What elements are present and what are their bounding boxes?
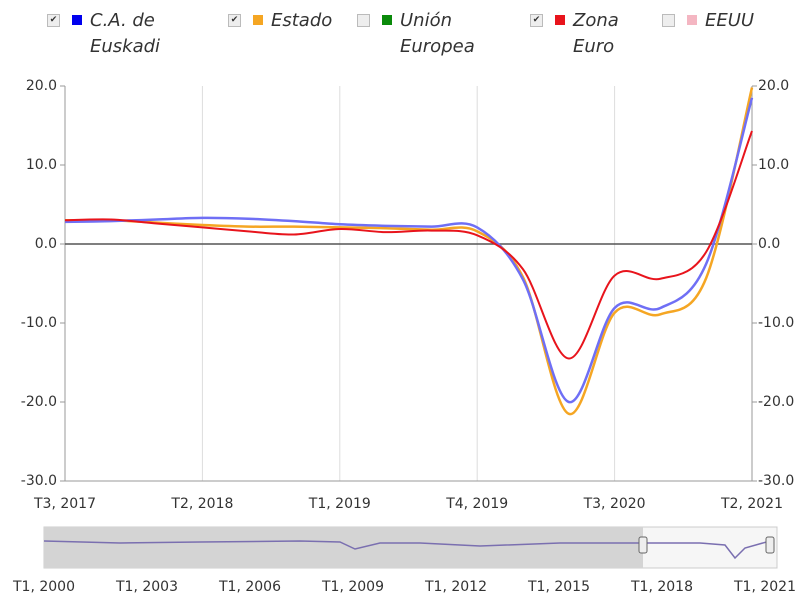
legend-swatch <box>555 15 565 25</box>
navigator-label: T1, 2006 <box>218 579 281 595</box>
checkbox[interactable] <box>662 14 675 27</box>
legend: ✔ C.A. de Euskadi ✔ Estado Unión Europea ✔ Zon… <box>0 8 807 68</box>
legend-item[interactable]: ✔ Estado <box>228 8 332 34</box>
legend-label[interactable]: Zona Euro <box>573 10 619 57</box>
navigator-label: T1, 2012 <box>424 579 487 595</box>
y-tick-label: -10.0 <box>21 315 57 331</box>
y-tick-label: 0.0 <box>35 236 57 252</box>
y-tick-label: -20.0 <box>758 394 794 410</box>
navigator-label: T1, 2009 <box>321 579 384 595</box>
legend-item[interactable]: ✔ C.A. de Euskadi <box>47 8 170 60</box>
y-tick-label: 10.0 <box>26 157 57 173</box>
y-tick-label: -30.0 <box>758 473 794 489</box>
navigator-label: T1, 2018 <box>630 579 693 595</box>
navigator-series <box>43 540 771 560</box>
legend-swatch <box>253 15 263 25</box>
y-tick-label: 20.0 <box>26 78 57 94</box>
checkbox[interactable] <box>357 14 370 27</box>
x-tick-label: T2, 2021 <box>720 496 783 512</box>
navigator-label: T1, 2015 <box>527 579 590 595</box>
y-tick-label: -20.0 <box>21 394 57 410</box>
navigator-label: T1, 2003 <box>115 579 178 595</box>
legend-swatch <box>382 15 392 25</box>
navigator-label: T1, 2021 <box>733 579 796 595</box>
navigator-mask <box>44 527 643 568</box>
y-tick-label: -10.0 <box>758 315 794 331</box>
series-line <box>64 97 754 404</box>
y-tick-label: 20.0 <box>758 78 789 94</box>
navigator-handle[interactable] <box>638 536 648 554</box>
checkbox[interactable]: ✔ <box>47 14 60 27</box>
legend-swatch <box>687 15 697 25</box>
legend-item[interactable]: ✔ Zona Euro <box>530 8 628 60</box>
checkbox[interactable]: ✔ <box>530 14 543 27</box>
checkbox[interactable]: ✔ <box>228 14 241 27</box>
legend-label[interactable]: EEUU <box>705 10 755 31</box>
y-tick-label: 0.0 <box>758 236 780 252</box>
x-tick-label: T1, 2019 <box>308 496 371 512</box>
series-line <box>64 130 753 360</box>
y-tick-label: -30.0 <box>21 473 57 489</box>
navigator-label: T1, 2000 <box>12 579 75 595</box>
series-line <box>64 87 754 416</box>
x-tick-label: T3, 2020 <box>583 496 646 512</box>
y-tick-label: 10.0 <box>758 157 789 173</box>
x-tick-label: T4, 2019 <box>445 496 508 512</box>
x-tick-label: T2, 2018 <box>170 496 233 512</box>
navigator-handle[interactable] <box>765 536 775 554</box>
legend-label[interactable]: Unión Europea <box>400 10 475 57</box>
legend-item[interactable]: Unión Europea <box>357 8 485 60</box>
legend-label[interactable]: Estado <box>271 10 333 31</box>
legend-item[interactable]: EEUU <box>662 8 754 34</box>
legend-swatch <box>72 15 82 25</box>
legend-label[interactable]: C.A. de Euskadi <box>90 10 161 57</box>
x-tick-label: T3, 2017 <box>33 496 96 512</box>
